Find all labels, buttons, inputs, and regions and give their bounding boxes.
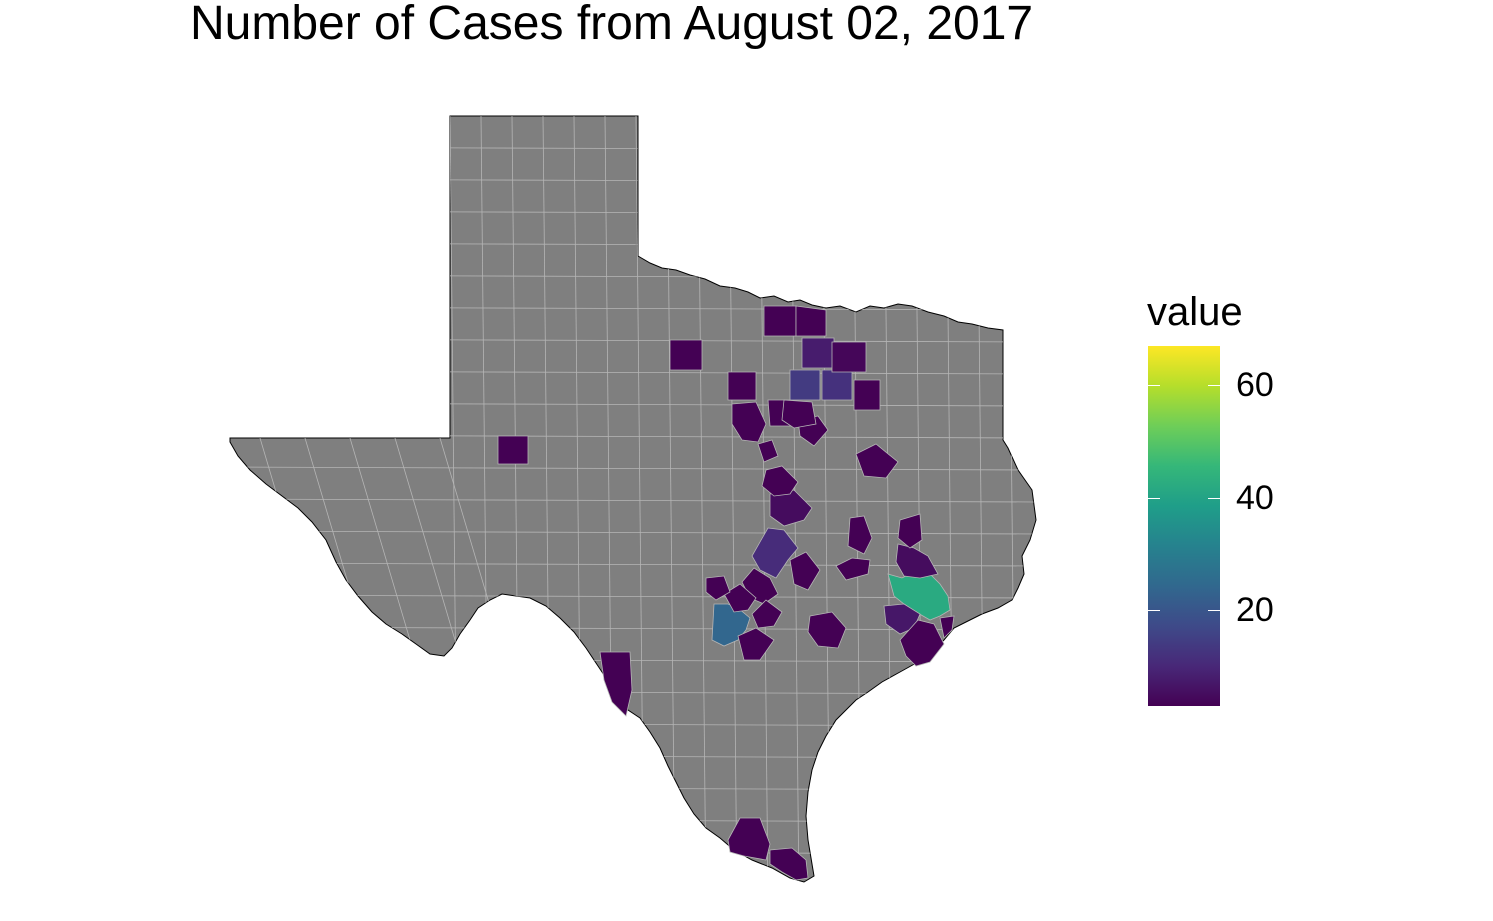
highlighted-counties-layer <box>497 305 955 881</box>
county-cooke <box>795 305 827 337</box>
county-lubbock <box>669 339 703 371</box>
state-outline-layer <box>229 115 1037 883</box>
county-williamson <box>769 489 813 527</box>
legend-tick-mark <box>1148 497 1160 499</box>
county-dallas <box>789 369 821 401</box>
county-hood <box>731 401 767 443</box>
county-border <box>230 722 1036 727</box>
legend-tick-mark <box>1208 610 1220 612</box>
county-brazos <box>847 515 873 555</box>
county-coryell <box>757 439 779 463</box>
county-tarrant <box>821 369 853 401</box>
county-midland <box>497 435 529 465</box>
legend-tick-mark <box>1208 497 1220 499</box>
county-wilson <box>737 627 775 661</box>
county-guadalupe <box>751 599 783 629</box>
county-border <box>394 437 456 641</box>
page-title: Number of Cases from August 02, 2017 <box>190 0 1034 50</box>
legend-tick-mark <box>1148 385 1160 387</box>
legend-colorbar <box>1148 346 1220 706</box>
county-border <box>230 850 1036 855</box>
county-kendall <box>705 575 731 601</box>
legend-tick-label: 20 <box>1236 591 1274 630</box>
county-smith <box>855 443 899 479</box>
county-comal <box>723 583 757 613</box>
legend-title: value <box>1147 290 1243 334</box>
county-ellis <box>781 399 817 429</box>
county-border <box>230 754 1036 759</box>
county-grayson <box>763 305 797 337</box>
county-galveston <box>939 615 955 639</box>
county-hidalgo <box>727 817 771 861</box>
legend-tick-mark <box>1148 610 1160 612</box>
county-border <box>230 818 1036 823</box>
legend-tick-mark <box>1208 385 1220 387</box>
county-parker <box>727 371 757 401</box>
county-fayette <box>807 611 847 649</box>
county-border <box>230 498 1036 503</box>
legend-tick-label: 60 <box>1236 366 1274 405</box>
county-denton <box>801 337 835 369</box>
legend-tick-label: 40 <box>1236 478 1274 517</box>
county-walker <box>897 513 923 549</box>
county-travis <box>751 527 799 579</box>
county-border <box>349 437 411 641</box>
county-brazoria <box>899 619 945 667</box>
county-border <box>230 786 1036 791</box>
county-bastrop <box>789 551 821 591</box>
county-bell <box>761 465 799 497</box>
county-collin <box>831 341 867 373</box>
state-outline <box>229 115 1037 883</box>
county-montgomery <box>895 543 939 579</box>
county-border <box>220 883 1040 886</box>
county-border <box>230 466 1036 471</box>
county-webb <box>599 651 633 717</box>
county-kaufman <box>853 379 881 411</box>
county-burleson <box>835 557 871 581</box>
county-cameron <box>769 847 809 881</box>
